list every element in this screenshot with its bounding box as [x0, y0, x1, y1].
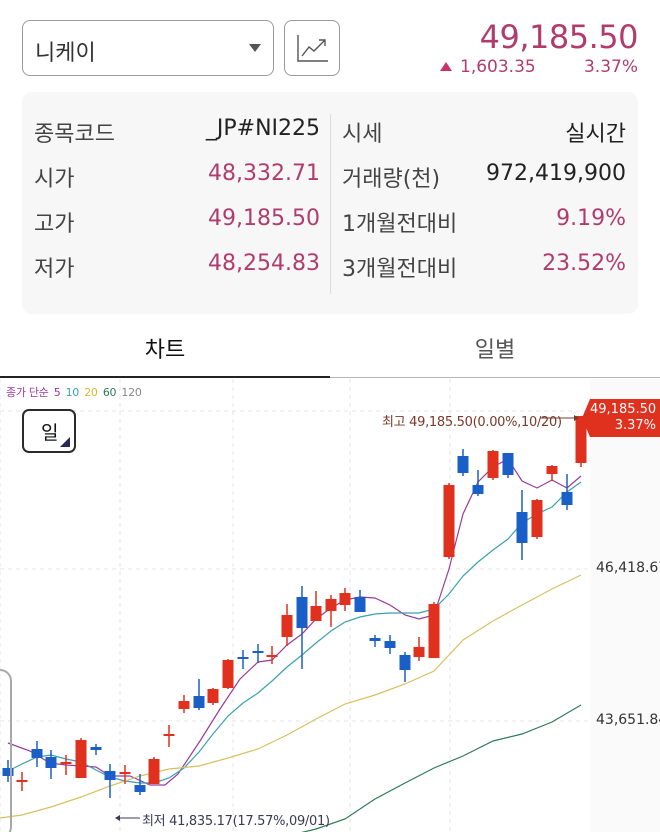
- info-row-quote-type: 시세 실시간: [342, 106, 626, 151]
- flag-percent: 3.37%: [614, 418, 656, 433]
- info-value: 9.19%: [556, 206, 626, 231]
- current-price: 49,185.50: [479, 18, 639, 56]
- info-label: 거래량(천): [342, 167, 441, 192]
- info-row-volume: 거래량(천) 972,419,900: [342, 151, 626, 196]
- chart-scroll-handle[interactable]: [0, 669, 12, 832]
- info-row-3m-change: 3개월전대비 23.52%: [342, 241, 626, 286]
- price-change: 1,603.35: [440, 57, 536, 77]
- info-value: 972,419,900: [486, 161, 626, 186]
- tab-chart[interactable]: 차트: [0, 322, 330, 378]
- quote-info-card: 종목코드 _JP#NI225 시가 48,332.71 고가 49,185.50…: [22, 92, 638, 314]
- up-triangle-icon: [440, 62, 452, 71]
- info-value: _JP#NI225: [205, 116, 320, 141]
- corner-triangle-icon: [60, 437, 70, 447]
- info-column-left: 종목코드 _JP#NI225 시가 48,332.71 고가 49,185.50…: [34, 106, 320, 286]
- legend-ma20: 20: [84, 386, 98, 399]
- price-change-value: 1,603.35: [460, 57, 536, 77]
- legend-ma60: 60: [102, 386, 117, 399]
- high-annotation: 최고 49,185.50(0.00%,10/20): [382, 415, 562, 430]
- header-bar: 니케이 49,185.50 1,603.35 3.37%: [0, 0, 660, 90]
- chart-canvas: [0, 379, 590, 832]
- legend-ma10: 10: [65, 386, 80, 399]
- info-row-1m-change: 1개월전대비 9.19%: [342, 196, 626, 241]
- flag-price: 49,185.50: [590, 402, 657, 417]
- info-row-code: 종목코드 _JP#NI225: [34, 106, 320, 151]
- info-value: 48,254.83: [208, 251, 320, 276]
- price-change-percent: 3.37%: [583, 57, 638, 77]
- divider: [330, 114, 331, 294]
- info-value: 48,332.71: [208, 161, 320, 186]
- info-label: 시가: [34, 167, 75, 192]
- info-label: 저가: [34, 257, 75, 282]
- period-button[interactable]: 일: [22, 409, 76, 453]
- info-row-high: 고가 49,185.50: [34, 196, 320, 241]
- legend-prefix: 종가 단순: [6, 386, 49, 399]
- chevron-down-icon: [249, 44, 261, 52]
- info-column-right: 시세 실시간 거래량(천) 972,419,900 1개월전대비 9.19% 3…: [342, 106, 626, 286]
- y-axis-label: 46,418.67: [596, 560, 660, 576]
- info-value: 49,185.50: [208, 206, 320, 231]
- info-value: 23.52%: [542, 251, 626, 276]
- trend-chart-icon: [297, 35, 328, 62]
- chart-view-button[interactable]: [284, 20, 340, 76]
- info-row-open: 시가 48,332.71: [34, 151, 320, 196]
- info-label: 1개월전대비: [342, 212, 458, 237]
- index-select[interactable]: 니케이: [22, 20, 274, 76]
- info-label: 시세: [342, 122, 383, 147]
- legend-ma120: 120: [121, 386, 142, 399]
- info-row-low: 저가 48,254.83: [34, 241, 320, 286]
- info-label: 고가: [34, 212, 75, 237]
- current-price-flag: 49,185.50 3.37%: [582, 399, 660, 437]
- tab-daily[interactable]: 일별: [330, 322, 660, 378]
- view-tabs: 차트 일별: [0, 322, 660, 378]
- candlestick-chart[interactable]: 종가 단순 5 10 20 60 120 일 49,185.50 3.37% 4…: [0, 379, 660, 832]
- low-annotation: 최저 41,835.17(17.57%,09/01): [142, 814, 330, 829]
- price-axis: [590, 379, 660, 832]
- info-value: 실시간: [565, 122, 626, 147]
- legend-ma5: 5: [53, 386, 61, 399]
- y-axis-label: 43,651.84: [596, 712, 660, 728]
- period-label: 일: [41, 422, 59, 444]
- index-select-value: 니케이: [35, 41, 96, 66]
- info-label: 종목코드: [34, 122, 115, 147]
- info-label: 3개월전대비: [342, 257, 458, 282]
- ma-legend[interactable]: 종가 단순 5 10 20 60 120: [6, 384, 144, 400]
